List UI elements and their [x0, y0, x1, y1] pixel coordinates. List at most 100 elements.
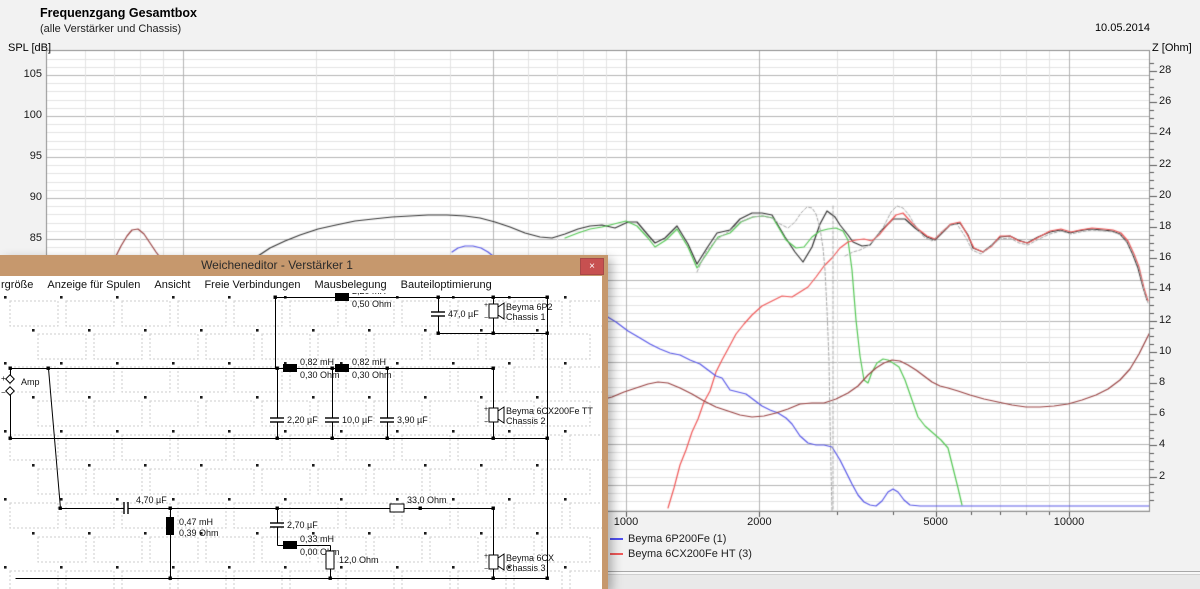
empty-component-slot[interactable]	[373, 468, 423, 495]
empty-component-slot[interactable]	[233, 502, 283, 529]
empty-component-slot[interactable]	[65, 300, 115, 327]
empty-component-slot[interactable]	[177, 300, 227, 327]
empty-component-slot[interactable]	[289, 300, 339, 327]
component-inductor[interactable]	[283, 541, 297, 549]
empty-component-slot[interactable]	[457, 366, 507, 393]
empty-component-slot[interactable]	[457, 300, 507, 327]
empty-component-slot[interactable]	[429, 468, 479, 495]
empty-component-slot[interactable]	[9, 434, 59, 461]
empty-component-slot[interactable]	[65, 366, 115, 393]
speaker-icon[interactable]	[488, 303, 499, 319]
empty-component-slot[interactable]	[513, 570, 563, 589]
editor-titlebar[interactable]: Weicheneditor - Verstärker 1 ×	[0, 255, 604, 276]
empty-component-slot[interactable]	[373, 536, 423, 563]
empty-component-slot[interactable]	[261, 536, 311, 563]
menu-item-ansicht[interactable]: Ansicht	[154, 278, 191, 291]
empty-component-slot[interactable]	[177, 570, 227, 589]
empty-component-slot[interactable]	[233, 366, 283, 393]
empty-component-slot[interactable]	[401, 434, 451, 461]
empty-component-slot[interactable]	[233, 434, 283, 461]
crossover-editor-window[interactable]: Weicheneditor - Verstärker 1 × rgröße Anz…	[0, 255, 608, 589]
empty-component-slot[interactable]	[149, 400, 199, 427]
empty-component-slot[interactable]	[149, 333, 199, 360]
empty-component-slot[interactable]	[345, 300, 395, 327]
speaker-cone-icon[interactable]	[497, 406, 505, 424]
empty-component-slot[interactable]	[345, 434, 395, 461]
empty-component-slot[interactable]	[485, 468, 535, 495]
empty-component-slot[interactable]	[541, 400, 591, 427]
empty-component-slot[interactable]	[513, 300, 563, 327]
empty-component-slot[interactable]	[457, 434, 507, 461]
empty-component-slot[interactable]	[317, 536, 367, 563]
menu-item-mausbelegung[interactable]: Mausbelegung	[314, 278, 387, 291]
empty-component-slot[interactable]	[457, 570, 507, 589]
empty-component-slot[interactable]	[9, 502, 59, 529]
empty-component-slot[interactable]	[289, 570, 339, 589]
empty-component-slot[interactable]	[345, 502, 395, 529]
empty-component-slot[interactable]	[429, 333, 479, 360]
empty-component-slot[interactable]	[569, 502, 602, 529]
empty-component-slot[interactable]	[373, 333, 423, 360]
component-resistor[interactable]	[325, 550, 335, 570]
menu-item-rgröße[interactable]: rgröße	[1, 278, 34, 291]
menu-item-bauteiloptimierung[interactable]: Bauteiloptimierung	[400, 278, 492, 291]
empty-component-slot[interactable]	[233, 570, 283, 589]
empty-component-slot[interactable]	[37, 333, 87, 360]
empty-component-slot[interactable]	[569, 366, 602, 393]
empty-component-slot[interactable]	[317, 333, 367, 360]
empty-component-slot[interactable]	[569, 570, 602, 589]
empty-component-slot[interactable]	[121, 300, 171, 327]
empty-component-slot[interactable]	[93, 400, 143, 427]
empty-component-slot[interactable]	[65, 570, 115, 589]
empty-component-slot[interactable]	[513, 366, 563, 393]
empty-component-slot[interactable]	[65, 434, 115, 461]
empty-component-slot[interactable]	[513, 434, 563, 461]
empty-component-slot[interactable]	[289, 502, 339, 529]
empty-component-slot[interactable]	[401, 366, 451, 393]
empty-component-slot[interactable]	[149, 468, 199, 495]
empty-component-slot[interactable]	[93, 468, 143, 495]
empty-component-slot[interactable]	[541, 536, 591, 563]
schematic-area[interactable]: + − Amp 2,20 mH 0,50 Ohm 47,0 µF 0,82 mH 0,30 O…	[0, 293, 602, 589]
empty-component-slot[interactable]	[205, 400, 255, 427]
empty-component-slot[interactable]	[121, 434, 171, 461]
empty-component-slot[interactable]	[37, 536, 87, 563]
empty-component-slot[interactable]	[37, 400, 87, 427]
empty-component-slot[interactable]	[485, 333, 535, 360]
component-inductor[interactable]	[283, 364, 297, 372]
empty-component-slot[interactable]	[177, 366, 227, 393]
empty-component-slot[interactable]	[261, 468, 311, 495]
component-inductor[interactable]	[335, 364, 349, 372]
empty-component-slot[interactable]	[93, 536, 143, 563]
empty-component-slot[interactable]	[401, 502, 451, 529]
empty-component-slot[interactable]	[121, 366, 171, 393]
empty-component-slot[interactable]	[541, 468, 591, 495]
empty-component-slot[interactable]	[429, 536, 479, 563]
crossover-schematic[interactable]: + − Amp 2,20 mH 0,50 Ohm 47,0 µF 0,82 mH 0,30 O…	[0, 293, 602, 589]
empty-component-slot[interactable]	[345, 570, 395, 589]
empty-component-slot[interactable]	[205, 333, 255, 360]
empty-component-slot[interactable]	[289, 434, 339, 461]
close-button[interactable]: ×	[580, 258, 604, 275]
empty-component-slot[interactable]	[9, 570, 59, 589]
empty-component-slot[interactable]	[289, 366, 339, 393]
empty-component-slot[interactable]	[9, 300, 59, 327]
empty-component-slot[interactable]	[485, 536, 535, 563]
empty-component-slot[interactable]	[205, 536, 255, 563]
empty-component-slot[interactable]	[233, 300, 283, 327]
empty-component-slot[interactable]	[541, 333, 591, 360]
speaker-cone-icon[interactable]	[497, 553, 505, 571]
empty-component-slot[interactable]	[345, 366, 395, 393]
empty-component-slot[interactable]	[317, 468, 367, 495]
empty-component-slot[interactable]	[429, 400, 479, 427]
empty-component-slot[interactable]	[177, 434, 227, 461]
empty-component-slot[interactable]	[177, 502, 227, 529]
component-inductor[interactable]	[335, 293, 349, 301]
empty-component-slot[interactable]	[401, 300, 451, 327]
empty-component-slot[interactable]	[513, 502, 563, 529]
empty-component-slot[interactable]	[373, 400, 423, 427]
speaker-icon[interactable]	[488, 407, 499, 423]
menu-item-freie-verbindungen[interactable]: Freie Verbindungen	[204, 278, 301, 291]
empty-component-slot[interactable]	[317, 400, 367, 427]
component-resistor[interactable]	[389, 503, 405, 513]
